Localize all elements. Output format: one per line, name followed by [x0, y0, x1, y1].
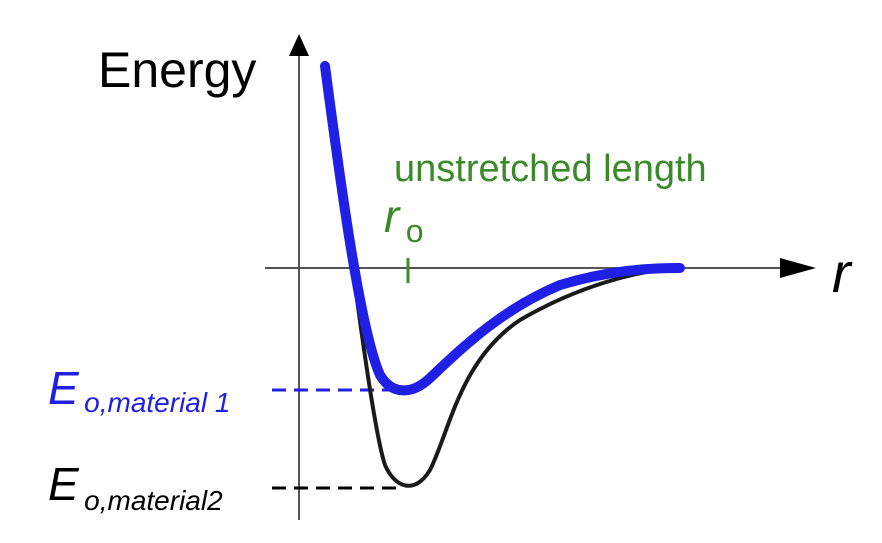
e-material2-label: E o,material2: [48, 458, 223, 516]
unstretched-length-label: unstretched length: [394, 148, 707, 190]
y-axis-label: Energy: [98, 42, 256, 98]
e-material2-subscript: o,material2: [84, 485, 223, 516]
r0-subscript: o: [406, 213, 424, 249]
r0-label: r o: [384, 190, 424, 249]
e-material1-base: E: [48, 362, 80, 414]
x-axis-label: r: [832, 241, 853, 304]
e-material2-base: E: [48, 458, 80, 510]
r0-base: r: [384, 190, 401, 242]
e-material1-label: E o,material 1: [48, 362, 230, 418]
x-axis-arrowhead: [780, 258, 816, 278]
material1-energy-curve: [320, 61, 685, 396]
y-axis-arrowhead: [289, 34, 309, 56]
e-material1-subscript: o,material 1: [84, 387, 230, 418]
